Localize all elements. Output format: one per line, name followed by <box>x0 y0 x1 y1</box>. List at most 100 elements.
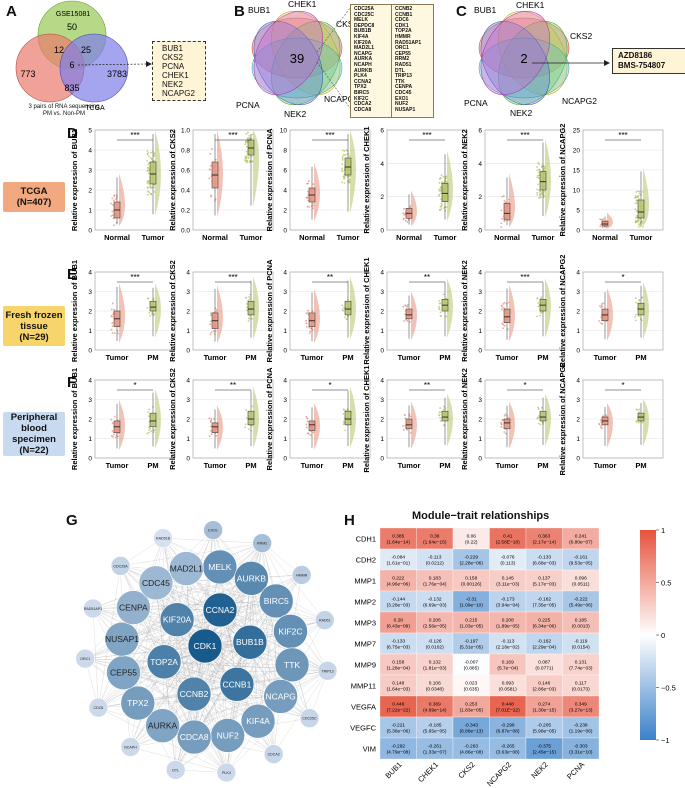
network-node-label: CCNB2 <box>180 689 209 699</box>
venn-b-gene-item: NCAPH <box>354 61 372 68</box>
boxplot-panel: 0 1 2 3 4 Relative expression of BUB1 Tumor PM * <box>70 368 176 470</box>
x-tick-label: PM <box>537 353 548 362</box>
network-node-label: TRIP13 <box>321 669 333 673</box>
y-tick-label: 3 <box>88 289 92 296</box>
data-point <box>114 415 116 418</box>
y-tick-label: 2 <box>186 309 190 316</box>
data-point <box>307 194 310 196</box>
data-point <box>539 423 542 426</box>
heatmap-cell-pval: (0.885) <box>464 666 480 672</box>
network-node: TRIP13 <box>317 661 338 681</box>
data-point <box>601 323 604 325</box>
violin-half <box>509 401 515 450</box>
ppi-network: CDK1 CCNA2 BUB1B CCNB1 CCNB2 TOP2A KIF20A MELK A… <box>75 520 338 782</box>
data-point <box>600 306 603 309</box>
data-point <box>600 424 603 427</box>
heatmap-cell: -0.282(4.79e−08) <box>379 737 417 760</box>
data-point <box>637 226 640 228</box>
heatmap-cell: 0.146(2.86e−03) <box>525 674 563 697</box>
network-node-label: RAD51 <box>319 619 331 623</box>
venn-b-gene-item: CDC25C <box>354 11 375 18</box>
data-point <box>209 195 212 198</box>
network-node-circle <box>83 598 103 619</box>
data-point <box>538 416 540 419</box>
x-tick-label: Tumor <box>204 353 227 362</box>
data-point <box>245 141 248 144</box>
panel-b-letter: B <box>234 3 245 20</box>
heatmap-cell-value: -0.084 <box>391 555 405 561</box>
data-point <box>213 418 215 420</box>
data-point <box>602 218 604 221</box>
y-tick-label: 3 <box>576 397 580 404</box>
data-point <box>110 435 113 437</box>
heatmap-cell-value: 0.241 <box>575 534 587 540</box>
y-tick-label: 2 <box>576 309 580 316</box>
venn-b-gene-item: AURKB <box>354 67 373 74</box>
data-point <box>148 161 151 164</box>
data-point <box>438 178 441 180</box>
data-point <box>536 169 539 172</box>
data-point <box>640 224 643 226</box>
sig-label: *** <box>520 131 529 140</box>
heatmap-cell-value: 0.28 <box>394 618 404 624</box>
plot-frame <box>192 129 274 231</box>
heatmap-cell-value: -0.161 <box>574 555 588 561</box>
y-tick-label: 4 <box>88 378 92 385</box>
data-point <box>410 431 412 434</box>
heatmap-cell-pval: (5.98e−05) <box>533 729 557 735</box>
venn-b-label-nek2: NEK2 <box>284 109 306 118</box>
data-point <box>153 186 155 189</box>
network-node: MELK <box>202 549 238 585</box>
data-point <box>500 222 503 225</box>
data-point <box>536 315 538 318</box>
x-tick-label: PM <box>342 353 353 362</box>
data-point <box>537 174 540 177</box>
data-point <box>312 204 315 207</box>
data-point <box>439 416 441 419</box>
data-point <box>343 316 346 319</box>
heatmap-cell: 0.41(2.58E−18) <box>489 527 527 550</box>
network-node: CDC45 <box>138 565 174 601</box>
gene-item: CHEK1 <box>162 71 189 80</box>
y-tick-label: 0.6 <box>181 168 190 175</box>
x-tick-label: Normal <box>202 233 228 242</box>
heatmap-cell: 0.215(1.03e−05) <box>452 611 490 634</box>
violin-half <box>447 393 453 447</box>
heatmap-cell: 0.253(1.83e−05) <box>452 695 490 718</box>
violin-half <box>253 130 259 208</box>
heatmap-cell-pval: (5.49e−06) <box>569 603 593 609</box>
heatmap-cell-pval: (1.30e−15) <box>533 708 557 714</box>
heatmap-cell-pval: (5.65e−05) <box>423 729 447 735</box>
heatmap-cell: 0.093(0.0581) <box>489 674 527 697</box>
venn-b-gene-item: TRIP13 <box>395 73 412 80</box>
network-node-circle <box>165 760 186 780</box>
box <box>247 139 255 156</box>
heatmap-cell: -0.132(6.69e−03) <box>416 590 454 613</box>
x-tick-label: Normal <box>494 233 520 242</box>
data-point <box>635 191 638 193</box>
heatmap-cell-pval: (1.33e−07) <box>423 750 447 756</box>
sig-label: *** <box>130 131 139 140</box>
data-point <box>440 174 443 176</box>
data-point <box>346 153 348 156</box>
heatmap-cell-value: -0.133 <box>537 555 551 561</box>
network-node-circle <box>219 666 255 702</box>
data-point <box>113 224 115 227</box>
data-point <box>153 152 156 155</box>
boxplot-panel: 0 2 4 6 Relative expression of NEK2 Normal Tum… <box>460 128 566 242</box>
violin-half <box>545 393 551 447</box>
network-node: RRM2 <box>252 533 272 553</box>
sig-label: * <box>621 273 624 282</box>
data-point <box>409 206 411 209</box>
data-point <box>634 220 637 222</box>
data-point <box>441 180 443 183</box>
heatmap-col-label: NEK2 <box>529 760 549 780</box>
venn-a-caption: 3 pairs of RNA sequencing PM vs. Non-PM <box>4 104 124 118</box>
y-tick-label: 4 <box>576 270 580 277</box>
data-point <box>537 301 540 304</box>
violin-half <box>643 399 649 447</box>
heatmap-cell-pval: (6.87e−08) <box>496 729 520 735</box>
heatmap-cell: -0.133(6.75e−03) <box>379 632 417 655</box>
y-axis-label: Relative expression of NEK2 <box>460 368 469 470</box>
data-point <box>507 198 510 201</box>
